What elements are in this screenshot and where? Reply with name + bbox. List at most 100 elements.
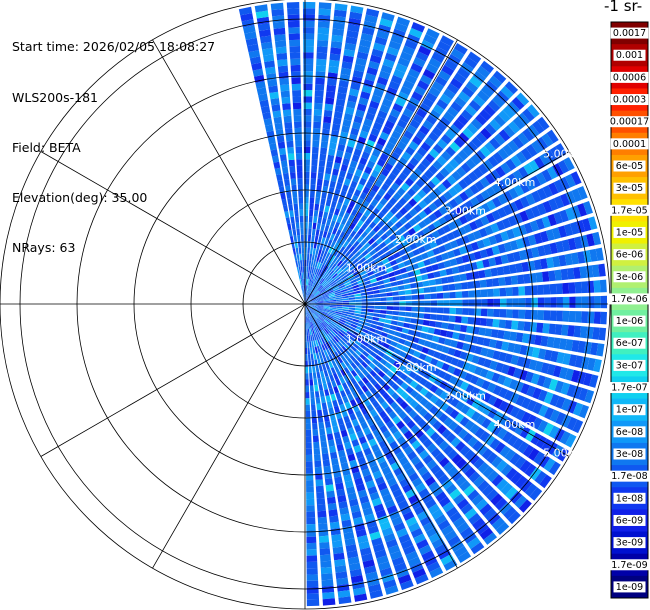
ray-gate [379,104,391,114]
ray-gate [471,355,480,364]
ray-gate [440,234,450,244]
ray-gate [557,160,570,174]
ray-gate [419,125,430,136]
ray-gate [577,185,588,200]
ray-gate [373,309,381,314]
colorbar-tick-label: 6e-05 [616,161,643,172]
ray-gate [368,175,377,184]
ray-gate [358,282,366,287]
ray-gate [384,471,395,482]
ray-gate [349,399,357,407]
ray-gate [472,94,486,107]
ray-gate [392,311,400,316]
ray-gate [404,177,415,187]
ray-gate [447,275,455,283]
ray-gate [361,368,369,377]
ray-gate [501,217,512,229]
ray-gate [482,237,492,247]
ray-gate [269,91,279,100]
ray-gate [442,224,452,234]
colorbar-label-bg [613,182,646,194]
ray-gate [370,198,379,207]
ray-gate [310,296,316,301]
ray-gate [284,211,290,219]
ray-gate [346,330,353,337]
ray-gate [308,308,314,315]
ray-gate [368,133,378,143]
ray-gate [354,477,364,486]
ray-gate [487,308,494,317]
ray-gate [367,330,375,337]
ray-gate [488,339,497,349]
ray-gate [307,292,311,299]
ray-gate [408,140,419,151]
ray-gate [413,374,423,383]
ray-gate [317,285,323,291]
ray-gate [305,354,308,361]
ray-gate [311,280,316,287]
ray-gate [508,187,519,200]
ray-gate [317,510,327,518]
ray-gate [329,296,336,300]
ray-gate [493,397,503,409]
ray-gate [529,467,542,481]
ray-gate [369,370,377,378]
ray-gate [327,290,334,294]
ray-gate [519,460,532,473]
ray-gate [339,238,346,246]
ray-gate [458,132,470,144]
ray-gate [305,291,308,298]
ray-gate [463,263,472,272]
ray-gate [353,189,362,197]
ray-gate [368,221,377,229]
ray-gate [444,530,458,542]
ray-gate [321,344,326,351]
ray-gate [314,254,318,262]
ray-gate [339,272,346,279]
ray-gate [319,230,324,237]
ray-gate [359,39,372,48]
ray-gate [324,173,331,181]
ray-gate [538,404,549,418]
ray-gate [455,256,464,265]
ray-gate [359,495,370,504]
ray-gate [308,266,311,273]
ray-gate [306,310,308,317]
ray-gate [356,51,369,60]
ray-gate [493,308,501,318]
ray-gate [310,315,314,322]
ray-gate [288,27,300,34]
ray-gate [342,435,350,444]
ray-gate [390,215,399,224]
ray-gate [332,328,339,335]
ray-gate [375,276,384,282]
ray-gate [362,340,369,347]
ray-gate [411,233,420,242]
ray-gate [332,256,339,264]
ray-gate [492,411,504,423]
ray-gate [537,284,544,295]
ray-gate [373,503,385,513]
ray-gate [305,316,307,323]
ray-gate [377,188,386,197]
ray-gate [474,345,483,355]
ray-gate [316,223,321,230]
ray-gate [509,491,523,505]
ray-gate [314,346,319,354]
ray-gate [309,385,314,392]
ray-gate [307,316,310,323]
ray-gate [436,138,448,150]
ray-gate [384,237,392,245]
ray-gate [392,192,402,201]
range-ring-label: 5.00km [543,148,585,161]
ray-gate [430,357,439,366]
ray-gate [445,506,459,518]
ray-gate [435,491,447,503]
ray-gate [316,283,321,290]
ray-gate [507,140,519,153]
ray-gate [307,253,310,261]
ray-gate [306,310,309,317]
ray-gate [403,202,413,212]
ray-gate [336,260,343,267]
ray-gate [321,447,329,455]
